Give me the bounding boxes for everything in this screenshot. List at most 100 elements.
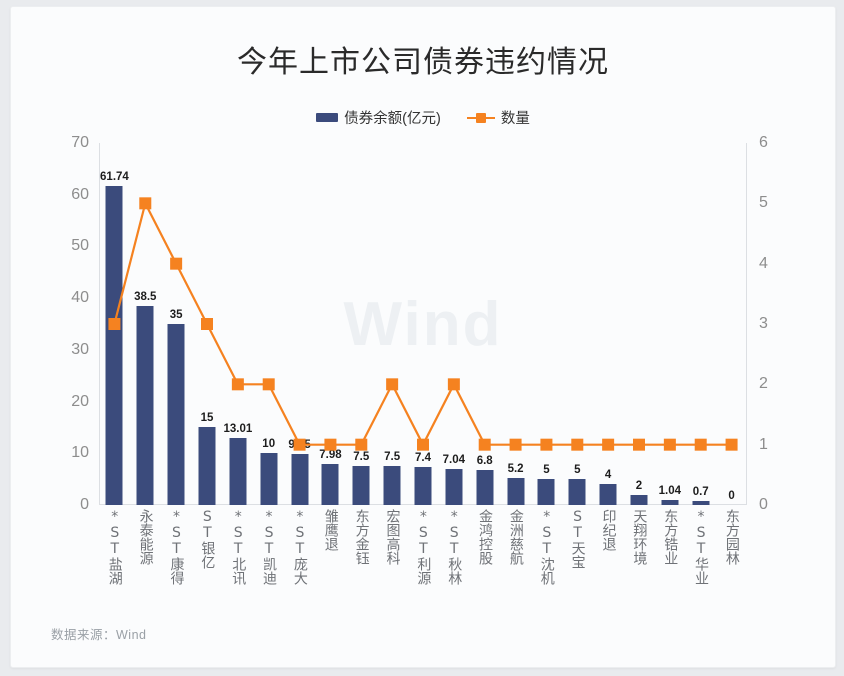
line-marker[interactable] — [386, 378, 399, 391]
y-tick-left: 10 — [71, 444, 89, 462]
bar-slot: 35 — [161, 143, 192, 505]
line-marker[interactable] — [540, 438, 553, 451]
bar-slot: 6.8 — [469, 143, 500, 505]
y-tick-right: 6 — [759, 134, 768, 151]
left-axis-line — [99, 143, 100, 505]
bar[interactable] — [599, 484, 617, 505]
bar-slot: 2 — [624, 143, 655, 505]
bar[interactable] — [507, 478, 525, 505]
legend-item-bond-balance[interactable]: 债券余额(亿元) — [316, 107, 441, 128]
y-tick-right: 1 — [759, 435, 768, 453]
bar-slot: 5 — [562, 143, 593, 505]
line-marker[interactable] — [201, 318, 213, 330]
y-tick-left: 60 — [71, 185, 89, 203]
bar-value-label: 7.5 — [353, 451, 370, 464]
bar-series: 61.7438.5351513.01109.857.987.57.57.47.0… — [99, 143, 747, 505]
bar-slot: 7.5 — [377, 143, 408, 505]
legend-item-count[interactable]: 数量 — [466, 107, 530, 128]
bar-value-label: 6.8 — [476, 454, 493, 467]
legend-label-bond-balance: 债券余额(亿元) — [344, 111, 441, 127]
line-marker[interactable] — [694, 438, 707, 451]
bar[interactable] — [136, 305, 154, 505]
y-tick-right: 3 — [759, 315, 768, 332]
bar-value-label: 7.5 — [384, 451, 401, 464]
bar-value-label: 1.04 — [658, 484, 682, 497]
bar[interactable] — [352, 466, 370, 505]
y-tick-left: 0 — [80, 496, 89, 513]
line-marker[interactable] — [509, 438, 522, 451]
bar[interactable] — [321, 463, 339, 505]
bar-value-label: 5.2 — [507, 463, 524, 476]
bar-value-label: 7.98 — [319, 448, 342, 461]
y-tick-left: 40 — [71, 289, 89, 307]
line-marker[interactable] — [602, 438, 615, 451]
bar-slot: 0.7 — [685, 143, 716, 505]
line-marker[interactable] — [262, 378, 275, 391]
line-marker[interactable] — [324, 438, 337, 451]
bar-slot: 4 — [593, 143, 624, 505]
line-marker[interactable] — [633, 438, 645, 451]
bar-value-label: 15 — [200, 412, 214, 425]
line-marker[interactable] — [139, 197, 152, 210]
bar[interactable] — [167, 324, 185, 505]
bar-slot: 7.98 — [315, 143, 346, 505]
bar-value-label: 7.4 — [414, 451, 431, 464]
y-tick-right: 5 — [759, 194, 768, 212]
bar[interactable] — [229, 437, 247, 505]
chart-card: 今年上市公司债券违约情况 债券余额(亿元) 数量 Wind 0 10 20 30 40 5… — [10, 6, 836, 668]
line-marker[interactable] — [417, 438, 429, 451]
line-marker[interactable] — [725, 438, 738, 451]
bar[interactable] — [568, 479, 586, 505]
line-marker[interactable] — [355, 438, 368, 451]
bar-slot: 5.2 — [500, 143, 531, 505]
y-tick-left: 70 — [71, 134, 89, 151]
line-marker[interactable] — [170, 257, 183, 270]
line-marker[interactable] — [663, 438, 676, 451]
y-tick-left: 50 — [71, 237, 89, 255]
x-axis-labels: *ST盐湖 永泰能源 *ST康得 ST银亿 *ST北讯 *ST凯迪 *ST庞大 雏鹰退 东方金钰… — [106, 509, 740, 585]
bar-value-label: 7.04 — [442, 453, 466, 466]
bar-slot: 10 — [253, 143, 284, 505]
line-marker[interactable] — [231, 378, 244, 391]
bar-slot: 7.04 — [438, 143, 469, 505]
bar-value-label: 0.7 — [692, 486, 709, 499]
chart-title: 今年上市公司债券违约情况 — [237, 45, 609, 80]
bar-value-label: 5 — [543, 464, 550, 477]
line-marker[interactable] — [447, 378, 460, 391]
right-axis-line — [746, 143, 747, 505]
source-note: 数据来源：Wind — [51, 628, 147, 642]
legend-label-count: 数量 — [500, 111, 530, 127]
bar-slot: 5 — [531, 143, 562, 505]
bar-slot: 7.5 — [346, 143, 377, 505]
bar[interactable] — [414, 466, 432, 505]
bar[interactable] — [661, 499, 679, 505]
line-marker[interactable] — [293, 438, 306, 451]
line-marker[interactable] — [108, 318, 121, 330]
bar[interactable] — [630, 494, 648, 505]
bar[interactable] — [692, 501, 710, 505]
bar[interactable] — [476, 469, 494, 505]
bar[interactable] — [537, 479, 555, 505]
bar-value-label: 0 — [728, 490, 735, 502]
line-series — [108, 197, 738, 451]
chart-legend: 债券余额(亿元) 数量 — [11, 107, 835, 128]
bar-value-label: 38.5 — [134, 290, 157, 303]
bar-value-label: 61.74 — [100, 170, 129, 183]
bar-value-label: 10 — [262, 438, 276, 451]
bar[interactable] — [291, 454, 309, 505]
bar[interactable] — [383, 466, 401, 505]
bar-value-label: 2 — [635, 479, 643, 492]
bar[interactable] — [105, 185, 123, 505]
bar[interactable] — [260, 453, 278, 505]
line-marker[interactable] — [571, 438, 584, 451]
bar-slot: 38.5 — [130, 143, 161, 505]
bar[interactable] — [445, 468, 463, 505]
y-tick-right: 0 — [759, 496, 768, 513]
bar[interactable] — [198, 427, 216, 505]
line-marker[interactable] — [478, 438, 491, 451]
y-tick-left: 30 — [71, 340, 89, 358]
bar-value-label: 5 — [574, 464, 581, 477]
bar-value-label: 4 — [604, 469, 612, 482]
